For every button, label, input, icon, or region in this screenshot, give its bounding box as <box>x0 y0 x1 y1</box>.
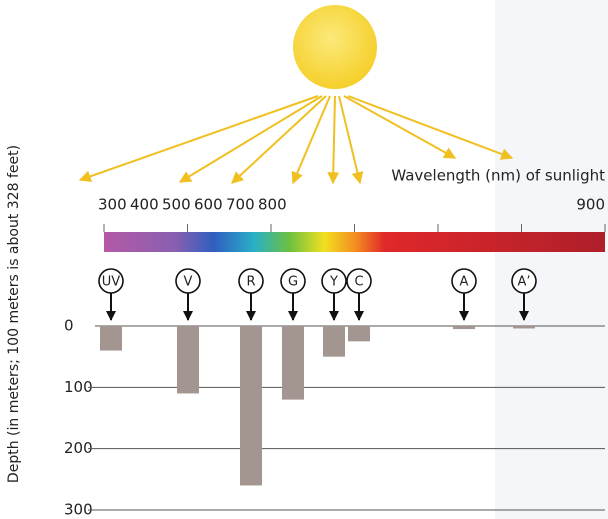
sun-rays <box>78 95 514 185</box>
bar <box>348 326 370 342</box>
y-tick-label: 300 <box>64 501 93 519</box>
y-tick-label: 200 <box>64 439 93 457</box>
category-badge <box>238 268 264 294</box>
category-label: UV <box>102 275 121 290</box>
sun <box>293 5 377 89</box>
category-label: R <box>246 275 255 290</box>
category-badge <box>98 268 124 294</box>
category-badge <box>321 268 347 294</box>
y-axis-label: Depth (in meters; 100 meters is about 32… <box>6 145 22 483</box>
category-label: C <box>354 275 363 290</box>
category-label: A <box>460 275 469 290</box>
x-tick-label: 700 <box>226 196 255 214</box>
category-badge <box>280 268 306 294</box>
side-panel <box>495 0 608 519</box>
x-tick-label: 600 <box>194 196 223 214</box>
x-tick-label: 300 <box>98 196 127 214</box>
category-label: V <box>184 275 193 290</box>
x-tick-label: 400 <box>130 196 159 214</box>
category-label: G <box>288 275 298 290</box>
y-tick-label: 100 <box>64 378 93 396</box>
spectrum <box>104 232 605 252</box>
bar <box>282 326 304 400</box>
bar <box>177 326 199 394</box>
bar <box>100 326 122 351</box>
chart-title: Wavelength (nm) of sunlight <box>391 167 605 185</box>
x-tick-label: 500 <box>162 196 191 214</box>
category-label: A’ <box>517 275 530 290</box>
bar <box>453 326 475 330</box>
bar <box>513 326 535 329</box>
category-badge <box>175 268 201 294</box>
x-tick-label: 800 <box>258 196 287 214</box>
bar <box>240 326 262 486</box>
category-label: Y <box>329 275 338 290</box>
category-badge <box>511 268 537 294</box>
y-tick-label: 0 <box>64 317 74 335</box>
bar <box>323 326 345 357</box>
category-badge <box>346 268 372 294</box>
category-badge <box>451 268 477 294</box>
x-tick-label: 900 <box>576 196 605 214</box>
